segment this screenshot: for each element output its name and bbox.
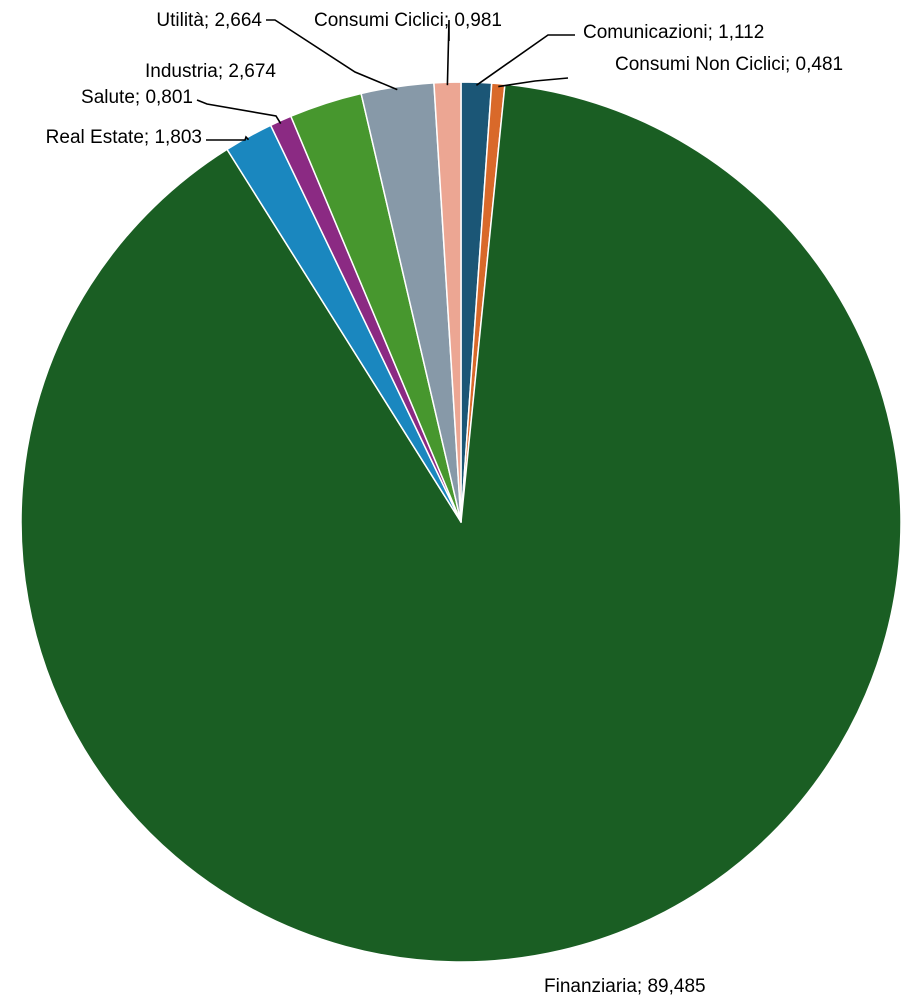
label-consumi-ciclici: Consumi Ciclici; 0,981 xyxy=(314,10,502,31)
leader-line-consumi-non-ciclici xyxy=(498,77,569,88)
label-salute: Salute; 0,801 xyxy=(81,87,193,108)
label-finanziaria: Finanziaria; 89,485 xyxy=(544,976,706,997)
data-labels: Comunicazioni; 1,112 Consumi Non Ciclici… xyxy=(46,10,843,997)
pie-slice-finanziaria xyxy=(20,83,902,963)
label-utilita: Utilità; 2,664 xyxy=(156,10,262,31)
label-real-estate: Real Estate; 1,803 xyxy=(46,127,202,148)
label-consumi-non-ciclici: Consumi Non Ciclici; 0,481 xyxy=(615,54,843,75)
label-industria: Industria; 2,674 xyxy=(145,61,276,82)
leader-line-salute xyxy=(196,99,282,125)
label-comunicazioni: Comunicazioni; 1,112 xyxy=(583,22,764,43)
pie-slices xyxy=(20,81,902,963)
leader-line-real-estate xyxy=(206,135,250,141)
leader-line-utilita xyxy=(266,19,398,91)
leader-line-consumi-ciclici xyxy=(446,19,450,86)
leader-line-comunicazioni xyxy=(475,34,575,86)
label-leader-lines xyxy=(196,19,575,141)
